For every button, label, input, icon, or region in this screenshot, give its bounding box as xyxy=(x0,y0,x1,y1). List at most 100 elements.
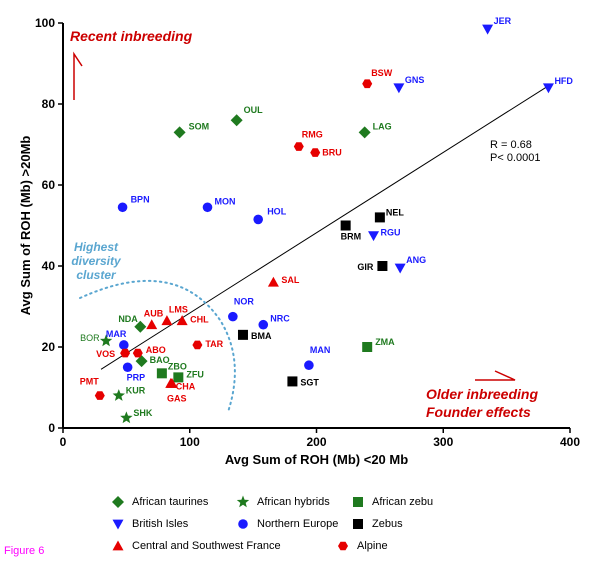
legend-label: Central and Southwest France xyxy=(132,540,281,552)
point-sal xyxy=(267,276,279,287)
point-abo xyxy=(132,348,143,358)
legend-label: African taurines xyxy=(132,496,209,508)
point-label-rgu: RGU xyxy=(381,228,401,238)
legend-label: Alpine xyxy=(357,540,388,552)
legend-marker-square xyxy=(353,497,363,507)
point-label-zbo: ZBO xyxy=(168,361,187,371)
legend: African taurines African hybrids African z… xyxy=(110,494,510,556)
point-label-rmg: RMG xyxy=(302,130,323,140)
point-label-shk: SHK xyxy=(133,408,153,418)
point-label-nor: NOR xyxy=(234,297,255,307)
point-label-gns: GNS xyxy=(405,75,425,85)
point-label-chl: CHL xyxy=(190,315,209,325)
x-tick-label: 100 xyxy=(180,435,200,449)
point-label-nda: NDA xyxy=(118,314,138,324)
recent-inbreeding-label: Recent inbreeding xyxy=(70,28,193,44)
legend-marker xyxy=(353,519,363,529)
legend-marker xyxy=(236,495,250,508)
y-tick-label: 60 xyxy=(42,178,56,192)
point-label-oul: OUL xyxy=(244,105,264,115)
point-label-bao: BAO xyxy=(150,355,170,365)
point-label-bsw: BSW xyxy=(371,68,393,78)
point-label-som: SOM xyxy=(189,121,210,131)
regression-p-label: P< 0.0001 xyxy=(490,152,540,164)
point-label-brm: BRM xyxy=(341,232,362,242)
point-nda xyxy=(134,320,147,333)
point-label-aub: AUB xyxy=(144,309,164,319)
x-tick-label: 200 xyxy=(306,435,326,449)
older-inbreeding-arrow xyxy=(475,370,516,381)
y-tick-label: 80 xyxy=(42,97,56,111)
legend-item: African hybrids xyxy=(235,494,330,510)
point-nor xyxy=(228,311,238,322)
legend-marker xyxy=(238,519,248,529)
point-label-bru: BRU xyxy=(322,148,342,158)
point-tar xyxy=(192,340,203,350)
point-som xyxy=(173,126,186,139)
point-label-hfd: HFD xyxy=(554,76,573,86)
point-shk xyxy=(120,411,133,424)
x-axis-title: Avg Sum of ROH (Mb) <20 Mb xyxy=(225,452,408,467)
point-rmg xyxy=(293,142,304,151)
legend-item: Alpine xyxy=(335,538,388,554)
point-nel xyxy=(374,212,385,223)
point-pmt xyxy=(94,391,105,400)
legend-item: Central and Southwest France xyxy=(110,538,281,554)
point-nrc xyxy=(258,319,269,330)
point-zfu xyxy=(173,372,184,383)
legend-marker xyxy=(112,540,124,551)
point-label-pmt: PMT xyxy=(80,377,100,387)
regression-line xyxy=(100,85,549,370)
point-label-hol: HOL xyxy=(267,206,287,216)
point-ang xyxy=(394,263,406,274)
point-label-mon: MON xyxy=(214,196,235,206)
y-tick-label: 0 xyxy=(48,421,55,435)
point-label-bma: BMA xyxy=(251,331,272,341)
point-lag xyxy=(358,126,371,139)
recent-inbreeding-arrow xyxy=(73,51,83,100)
point-label-zma: ZMA xyxy=(375,337,395,347)
legend-marker xyxy=(353,497,363,507)
point-sgt xyxy=(287,376,298,387)
point-label-bor: BOR xyxy=(80,333,100,343)
point-hfd xyxy=(542,83,554,94)
legend-marker xyxy=(338,541,348,551)
point-zma xyxy=(362,342,373,352)
cluster-label-line2: diversity xyxy=(71,254,122,268)
legend-item: Zebus xyxy=(350,516,403,532)
point-jer xyxy=(482,24,494,35)
figure-label: Figure 6 xyxy=(4,545,45,557)
legend-marker xyxy=(112,519,124,530)
point-label-lag: LAG xyxy=(373,121,392,131)
scatter-chart: 0 100 200 300 400 0 20 40 60 80 100 Avg Sum of ROH … xyxy=(18,16,580,467)
point-label-tar: TAR xyxy=(205,339,223,349)
legend-marker-diamond xyxy=(112,496,124,508)
point-hol xyxy=(253,214,263,225)
point-bor xyxy=(99,334,113,347)
point-label-zfu: ZFU xyxy=(186,369,204,379)
legend-item: African taurines xyxy=(110,494,208,510)
point-brm xyxy=(340,220,351,231)
point-label-cha: CHA xyxy=(176,381,196,391)
legend-label: British Isles xyxy=(132,518,189,530)
point-prp xyxy=(122,362,133,373)
cluster-label-line3: cluster xyxy=(76,268,117,282)
legend-item: Northern Europe xyxy=(235,516,338,532)
point-mon xyxy=(202,202,213,213)
regression-r-label: R = 0.68 xyxy=(490,139,532,151)
diversity-cluster-arc xyxy=(79,279,236,413)
legend-label: Zebus xyxy=(372,518,403,530)
y-tick-label: 100 xyxy=(35,16,55,30)
point-bpn xyxy=(117,202,128,213)
point-label-prp: PRP xyxy=(127,372,146,382)
point-gir xyxy=(377,261,388,271)
point-man xyxy=(304,360,314,371)
y-tick-label: 20 xyxy=(42,340,56,354)
point-label-vos: VOS xyxy=(96,349,115,359)
point-label-kur: KUR xyxy=(126,386,146,396)
point-label-gir: GIR xyxy=(357,262,374,272)
point-gas xyxy=(166,377,178,388)
legend-label: African zebu xyxy=(372,496,434,508)
point-rgu xyxy=(368,231,380,242)
legend-marker-square xyxy=(353,519,363,529)
